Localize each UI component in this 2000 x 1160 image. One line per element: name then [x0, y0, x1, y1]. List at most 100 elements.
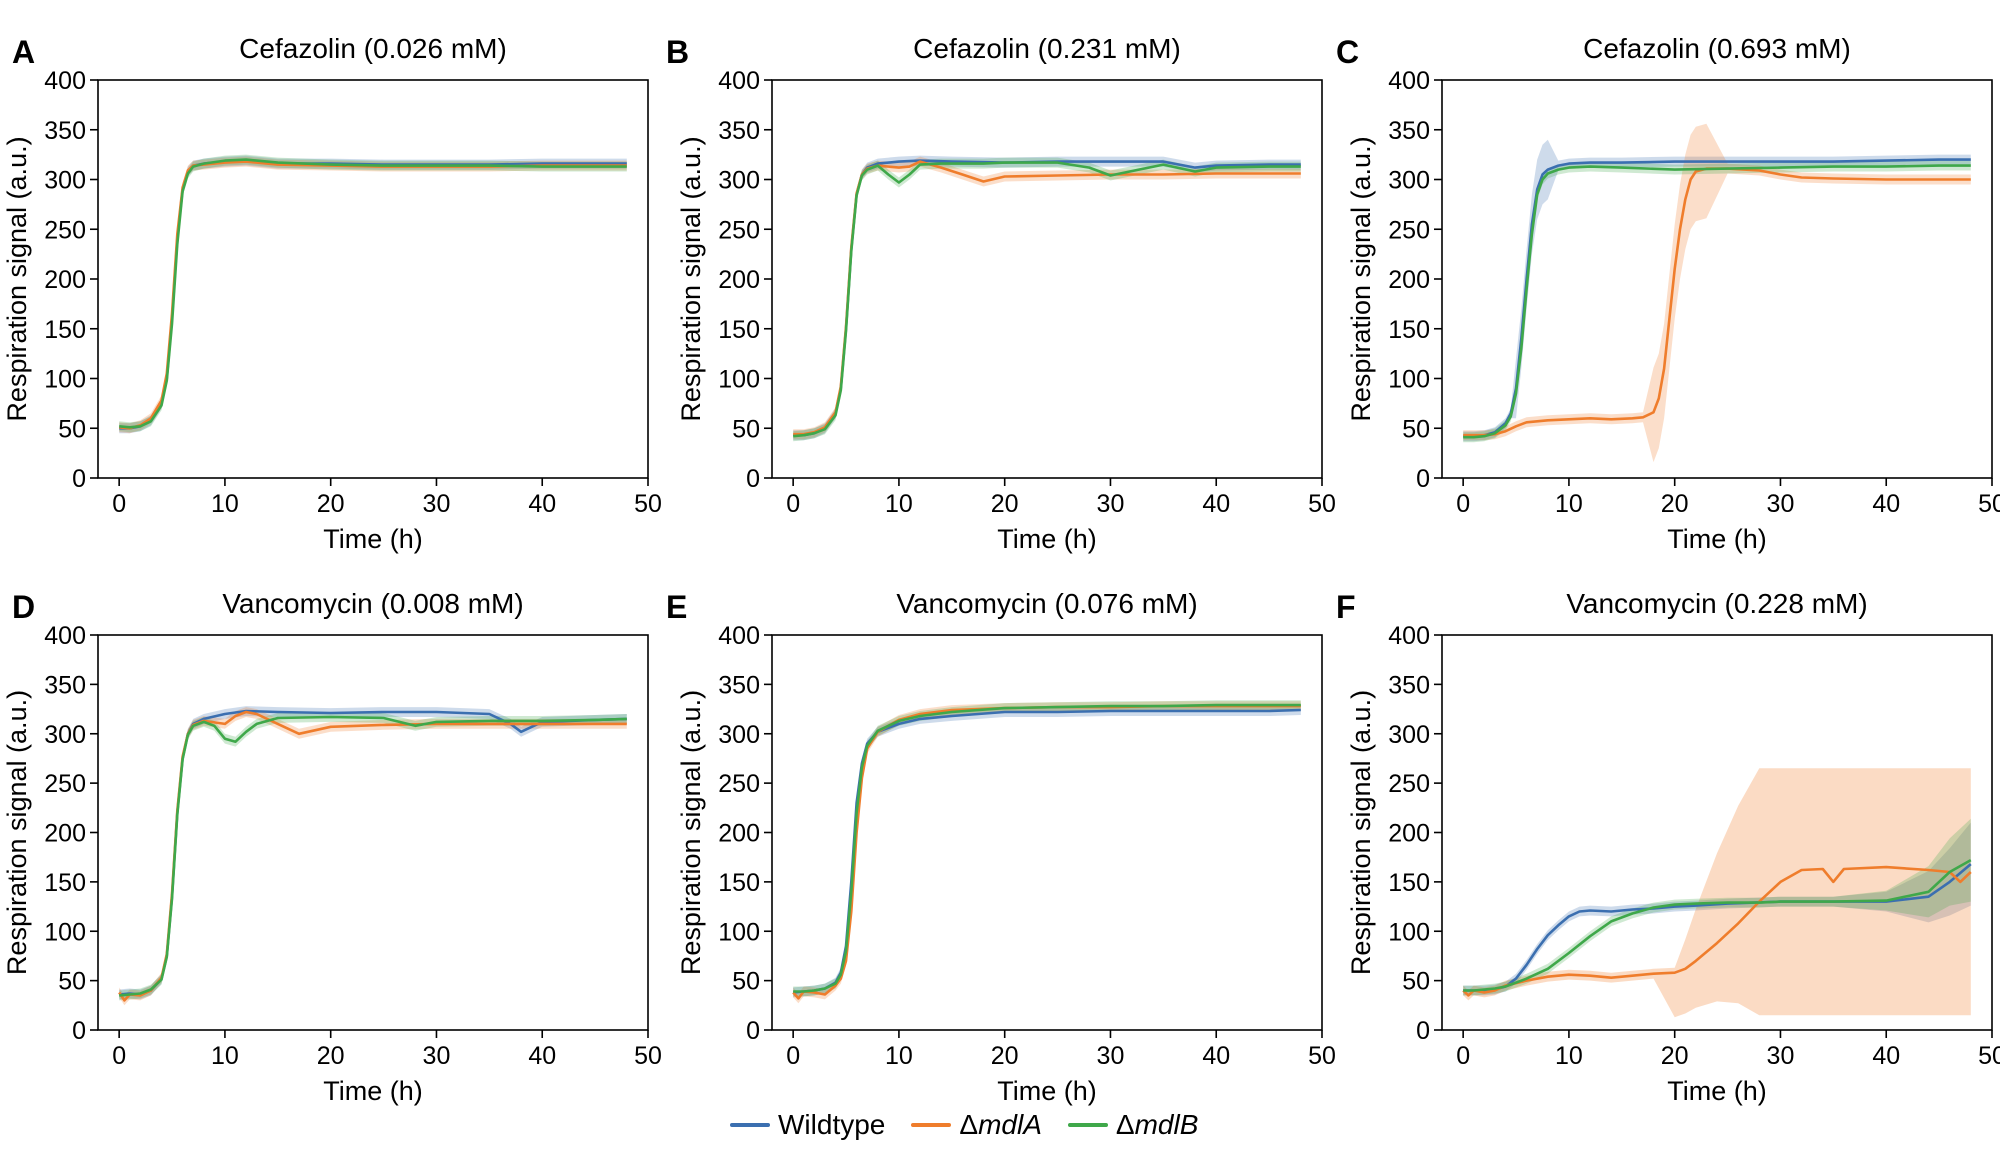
x-tick-label: 50 [1978, 1042, 2000, 1070]
y-tick-label: 350 [718, 671, 760, 699]
x-tick-label: 10 [1555, 490, 1583, 518]
y-tick-label: 50 [58, 968, 86, 996]
legend-item-mdla: ΔmdlA [911, 1109, 1042, 1141]
legend-line-wildtype [730, 1123, 770, 1127]
x-axis-label: Time (h) [323, 1076, 423, 1106]
x-tick-label: 30 [423, 490, 451, 518]
y-tick-label: 100 [1388, 366, 1430, 394]
x-tick-label: 50 [634, 490, 662, 518]
y-tick-label: 200 [1388, 820, 1430, 848]
y-tick-label: 100 [1388, 918, 1430, 946]
band-wildtype [119, 155, 627, 434]
band-wildtype [119, 706, 627, 1000]
y-tick-label: 300 [44, 167, 86, 195]
x-axis-label: Time (h) [997, 1076, 1097, 1106]
y-tick-label: 150 [44, 869, 86, 897]
legend-line-mdla [911, 1123, 952, 1127]
x-axis-label: Time (h) [997, 524, 1097, 554]
y-tick-label: 250 [718, 770, 760, 798]
panel-title: Cefazolin (0.693 mM) [1583, 33, 1851, 64]
band-wildtype [1463, 139, 1971, 442]
x-tick-label: 30 [1767, 1042, 1795, 1070]
series-line-wildtype [793, 708, 1301, 994]
panel-title: Cefazolin (0.231 mM) [913, 33, 1181, 64]
series-line-wildtype [119, 159, 627, 430]
series-line-mdlb [1463, 164, 1971, 439]
band-mdla [119, 707, 627, 1006]
series-line-mdlb [119, 158, 627, 429]
x-tick-label: 40 [1202, 490, 1230, 518]
x-tick-label: 30 [1097, 490, 1125, 518]
x-tick-label: 50 [1308, 1042, 1336, 1070]
y-tick-label: 250 [718, 216, 760, 244]
x-axis-label: Time (h) [1667, 524, 1767, 554]
band-wildtype [1463, 822, 1971, 996]
y-tick-label: 250 [1388, 770, 1430, 798]
band-mdla [119, 156, 627, 434]
y-axis-label: Respiration signal (a.u.) [676, 136, 706, 421]
panel-title: Vancomycin (0.008 mM) [222, 588, 523, 619]
series-line-mdla [119, 160, 627, 430]
panel-C: C Cefazolin (0.693 mM)0501001502002503003… [1336, 33, 2000, 554]
series-line-mdlb [1463, 858, 1972, 992]
series-line-mdla [118, 710, 627, 1002]
series-line-wildtype [793, 159, 1301, 437]
x-tick-label: 10 [885, 1042, 913, 1070]
y-axis-label: Respiration signal (a.u.) [676, 690, 706, 975]
y-tick-label: 0 [72, 1017, 86, 1045]
x-tick-label: 0 [786, 1042, 800, 1070]
series-line-mdlb [793, 161, 1301, 438]
y-tick-label: 200 [44, 266, 86, 294]
x-tick-label: 10 [211, 490, 239, 518]
y-tick-label: 300 [718, 721, 760, 749]
legend-label-wildtype: Wildtype [778, 1109, 886, 1140]
x-tick-label: 20 [991, 1042, 1019, 1070]
panel-A: A Cefazolin (0.026 mM)0501001502002503003… [2, 33, 662, 554]
legend: Wildtype ΔmdlA ΔmdlB [730, 1105, 1198, 1145]
legend-item-mdlb: ΔmdlB [1067, 1109, 1199, 1141]
x-tick-label: 50 [1978, 490, 2000, 518]
y-tick-label: 150 [718, 316, 760, 344]
x-tick-label: 40 [528, 1042, 556, 1070]
x-tick-label: 40 [1872, 1042, 1900, 1070]
y-tick-label: 350 [1388, 117, 1430, 145]
y-tick-label: 350 [1388, 671, 1430, 699]
legend-label-mdlb: ΔmdlB [1115, 1109, 1199, 1140]
panel-letter: D [12, 589, 35, 625]
y-tick-label: 250 [44, 216, 86, 244]
y-axis-label: Respiration signal (a.u.) [1346, 136, 1376, 421]
y-axis-label: Respiration signal (a.u.) [1346, 690, 1376, 975]
y-tick-label: 0 [746, 1017, 760, 1045]
panel-letter: F [1336, 589, 1356, 625]
y-tick-label: 400 [1388, 67, 1430, 95]
series-line-mdla [793, 160, 1301, 436]
y-tick-label: 150 [718, 869, 760, 897]
band-mdlb [1463, 818, 1971, 996]
x-tick-label: 20 [1661, 490, 1689, 518]
y-tick-label: 0 [1416, 1017, 1430, 1045]
y-tick-label: 350 [44, 671, 86, 699]
x-tick-label: 0 [1456, 490, 1470, 518]
series-line-mdlb [119, 715, 627, 997]
x-tick-label: 0 [112, 490, 126, 518]
panel-letter: E [666, 589, 687, 625]
y-tick-label: 300 [718, 167, 760, 195]
x-tick-label: 10 [211, 1042, 239, 1070]
y-tick-label: 50 [1402, 415, 1430, 443]
y-tick-label: 300 [44, 721, 86, 749]
y-tick-label: 400 [44, 622, 86, 650]
band-mdlb [793, 157, 1301, 442]
y-tick-label: 0 [1416, 465, 1430, 493]
x-axis-label: Time (h) [1667, 1076, 1767, 1106]
y-tick-label: 150 [44, 316, 86, 344]
y-tick-label: 100 [44, 366, 86, 394]
y-tick-label: 400 [44, 67, 86, 95]
legend-line-mdlb [1067, 1123, 1108, 1127]
y-tick-label: 0 [746, 465, 760, 493]
panel-letter: C [1336, 34, 1359, 70]
x-tick-label: 40 [528, 490, 556, 518]
y-tick-label: 100 [44, 918, 86, 946]
y-tick-label: 150 [1388, 869, 1430, 897]
x-tick-label: 50 [634, 1042, 662, 1070]
